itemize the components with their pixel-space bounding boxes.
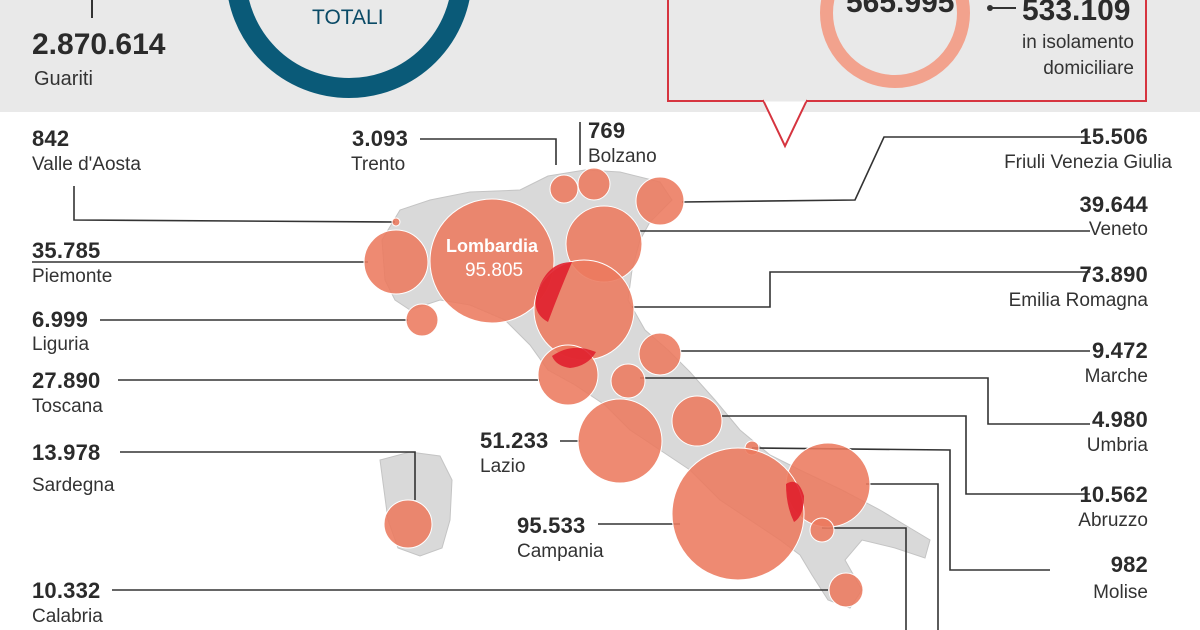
- value-piemonte: 35.785: [32, 238, 101, 263]
- leader-trento: [420, 138, 557, 165]
- value-abruzzo: 10.562: [1079, 482, 1148, 507]
- overlap-lombardia-emilia: [535, 262, 572, 322]
- guariti-value: 2.870.614: [32, 28, 166, 61]
- value-trento: 3.093: [352, 126, 409, 151]
- leader-valle-daosta: [73, 186, 396, 223]
- bubble-valle-daosta: [391, 217, 401, 227]
- value-friuli: 15.506: [1079, 124, 1148, 149]
- bubble-trento: [549, 174, 579, 204]
- bubble-piemonte: [363, 229, 429, 295]
- bubble-sardegna: [383, 499, 433, 549]
- value-calabria: 10.332: [32, 578, 101, 603]
- value-sardegna: 13.978: [32, 440, 101, 465]
- name-lazio: Lazio: [480, 456, 526, 477]
- bubble-umbria: [610, 363, 646, 399]
- name-calabria: Calabria: [32, 606, 103, 627]
- bubble-friuli: [635, 176, 685, 226]
- name-piemonte: Piemonte: [32, 266, 113, 287]
- isolamento-partial-value: 565.995: [846, 0, 955, 19]
- summary-band: [0, 0, 1200, 112]
- value-campania: 95.533: [517, 513, 586, 538]
- bubble-marche: [638, 332, 682, 376]
- value-marche: 9.472: [1091, 338, 1148, 363]
- isolamento-value: 533.109: [1022, 0, 1131, 27]
- name-sardegna: Sardegna: [32, 475, 115, 496]
- name-marche: Marche: [1084, 366, 1148, 387]
- bubble-lazio: [577, 398, 663, 484]
- leader-emilia: [632, 271, 1090, 308]
- value-lazio: 51.233: [480, 428, 549, 453]
- leader-sardegna: [120, 451, 416, 500]
- name-campania: Campania: [517, 541, 604, 562]
- value-molise: 982: [1110, 552, 1148, 577]
- overlap-campania-puglia: [786, 481, 804, 522]
- bubble-lombardia: [429, 198, 555, 324]
- name-abruzzo: Abruzzo: [1078, 510, 1148, 531]
- name-valle-daosta: Valle d'Aosta: [32, 154, 141, 175]
- bubble-calabria: [828, 572, 864, 608]
- value-liguria: 6.999: [32, 307, 89, 332]
- bubble-basilicata: [809, 517, 835, 543]
- name-umbria: Umbria: [1086, 435, 1148, 456]
- isolamento-callout-box: [667, 0, 1147, 102]
- name-emilia: Emilia Romagna: [1008, 290, 1148, 311]
- label-lombardia-name: Lombardia: [446, 236, 539, 256]
- value-veneto: 39.644: [1079, 192, 1148, 217]
- guariti-label: Guariti: [34, 68, 93, 90]
- isolamento-label-line2: domiciliare: [1043, 58, 1134, 79]
- callout-notch: [762, 99, 808, 149]
- value-umbria: 4.980: [1091, 407, 1148, 432]
- leader-molise: [751, 447, 1050, 571]
- leader-puglia: [866, 483, 939, 630]
- value-bolzano: 769: [588, 118, 626, 143]
- leader-basilicata: [822, 527, 907, 630]
- name-molise: Molise: [1093, 582, 1148, 603]
- label-lombardia-value: 95.805: [465, 260, 524, 281]
- leader-friuli: [681, 136, 1090, 203]
- leader-umbria: [640, 377, 1090, 425]
- bubble-bolzano: [577, 167, 611, 201]
- name-liguria: Liguria: [32, 334, 90, 355]
- name-friuli: Friuli Venezia Giulia: [1004, 152, 1172, 173]
- overlap-emilia-toscana: [552, 347, 596, 368]
- value-emilia: 73.890: [1079, 262, 1148, 287]
- totali-label: TOTALI: [312, 6, 384, 29]
- name-veneto: Veneto: [1088, 219, 1148, 240]
- isolamento-label-line1: in isolamento: [1022, 32, 1134, 53]
- bubble-abruzzo: [671, 395, 723, 447]
- isolamento-leader-dot: [987, 5, 993, 11]
- value-toscana: 27.890: [32, 368, 101, 393]
- leader-abruzzo: [722, 415, 1090, 495]
- bubble-liguria: [405, 303, 439, 337]
- name-trento: Trento: [351, 154, 406, 175]
- bubble-campania: [671, 447, 805, 581]
- name-toscana: Toscana: [32, 396, 103, 417]
- name-bolzano: Bolzano: [588, 146, 657, 167]
- value-valle-daosta: 842: [32, 126, 70, 151]
